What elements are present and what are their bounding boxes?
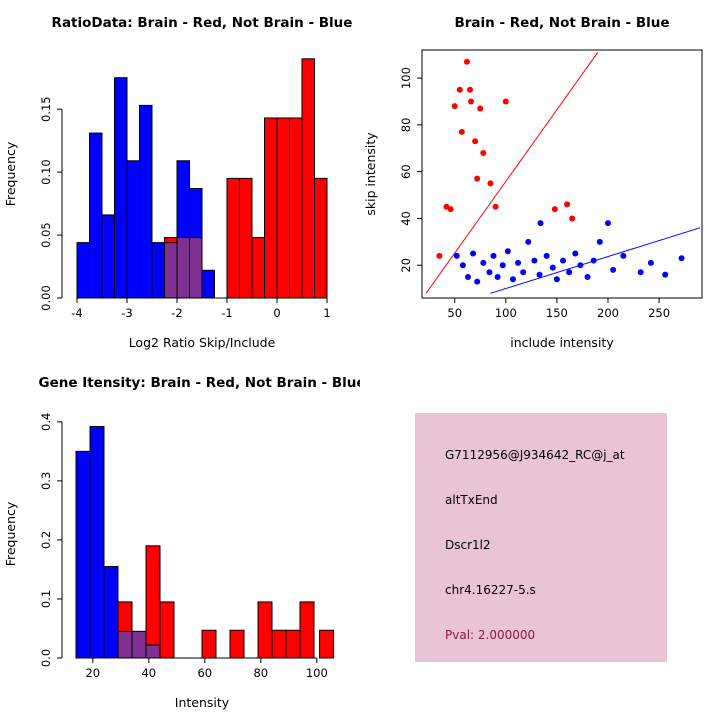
point-series-not-brain-blue	[453, 220, 685, 285]
x-tick-label: 100	[306, 666, 328, 680]
bar-series-overlap-purple	[164, 237, 203, 299]
splice-type: altTxEnd	[445, 492, 498, 507]
chart-title: RatioData: Brain - Red, Not Brain - Blue	[52, 15, 353, 31]
y-tick-label: 0.1	[39, 590, 53, 608]
y-tick-label: 20	[399, 258, 413, 273]
bar-series-brain-red	[117, 545, 335, 659]
x-tick-label: 250	[648, 306, 670, 320]
panel-gene-histogram: Gene Itensity: Brain - Red, Not Brain - …	[0, 360, 360, 720]
y-tick-label: 0.15	[39, 96, 53, 122]
x-tick-label: 20	[85, 666, 100, 680]
y-axis-label: Frequency	[3, 501, 18, 566]
info-box: G7112956@J934642_RC@j_at altTxEnd Dscr1l…	[415, 413, 667, 662]
y-tick-label: 0.10	[39, 159, 53, 185]
y-axis-label: skip intensity	[363, 132, 378, 216]
x-tick-label: -2	[171, 306, 182, 320]
x-axis-label: include intensity	[510, 335, 614, 350]
y-axis-label: Frequency	[3, 141, 18, 206]
x-tick-label: 0	[273, 306, 280, 320]
ratio-histogram-chart: RatioData: Brain - Red, Not Brain - Blue…	[3, 15, 353, 350]
brain-fit-line	[425, 52, 599, 294]
gene-intensity-histogram-chart: Gene Itensity: Brain - Red, Not Brain - …	[3, 375, 360, 710]
chromosome-location: chr4.16227-5.s	[445, 582, 536, 597]
point-series-brain-red	[436, 58, 576, 259]
y-tick-label: 0.05	[39, 222, 53, 248]
bar-series-overlap-purple	[117, 630, 161, 659]
x-tick-label: 40	[141, 666, 156, 680]
x-axis-label: Intensity	[175, 695, 230, 710]
panel-ratio-histogram: RatioData: Brain - Red, Not Brain - Blue…	[0, 0, 360, 360]
x-tick-label: 50	[447, 306, 462, 320]
probe-id: G7112956@J934642_RC@j_at	[445, 448, 625, 462]
intensity-scatter-chart: Brain - Red, Not Brain - Blue include int…	[363, 15, 703, 350]
bar-series-not-brain-blue	[75, 426, 161, 659]
y-tick-label: 0.2	[39, 531, 53, 549]
x-tick-label: 200	[597, 306, 619, 320]
chart-title: Gene Itensity: Brain - Red, Not Brain - …	[38, 375, 360, 391]
y-tick-label: 0.00	[39, 285, 53, 311]
x-axis-label: Log2 Ratio Skip/Include	[129, 335, 276, 350]
panel-info: G7112956@J934642_RC@j_at altTxEnd Dscr1l…	[360, 360, 720, 720]
y-tick-label: 40	[399, 211, 413, 226]
x-tick-label: 80	[253, 666, 268, 680]
panel-scatter: Brain - Red, Not Brain - Blue include int…	[360, 0, 720, 360]
y-tick-label: 100	[399, 67, 413, 89]
chart-title: Brain - Red, Not Brain - Blue	[454, 15, 669, 31]
y-tick-label: 0.4	[39, 413, 53, 431]
pval-text: Pval: 2.000000	[445, 627, 536, 642]
x-tick-label: 100	[495, 306, 517, 320]
y-tick-label: 60	[399, 164, 413, 179]
gene-name: Dscr1l2	[445, 537, 491, 552]
x-tick-label: -1	[221, 306, 232, 320]
x-tick-label: -4	[71, 306, 82, 320]
x-tick-label: 1	[323, 306, 330, 320]
x-tick-label: 150	[546, 306, 568, 320]
x-tick-label: -3	[121, 306, 132, 320]
y-tick-label: 0.0	[39, 649, 53, 667]
y-tick-label: 80	[399, 118, 413, 133]
y-tick-label: 0.3	[39, 472, 53, 490]
x-tick-label: 60	[197, 666, 212, 680]
